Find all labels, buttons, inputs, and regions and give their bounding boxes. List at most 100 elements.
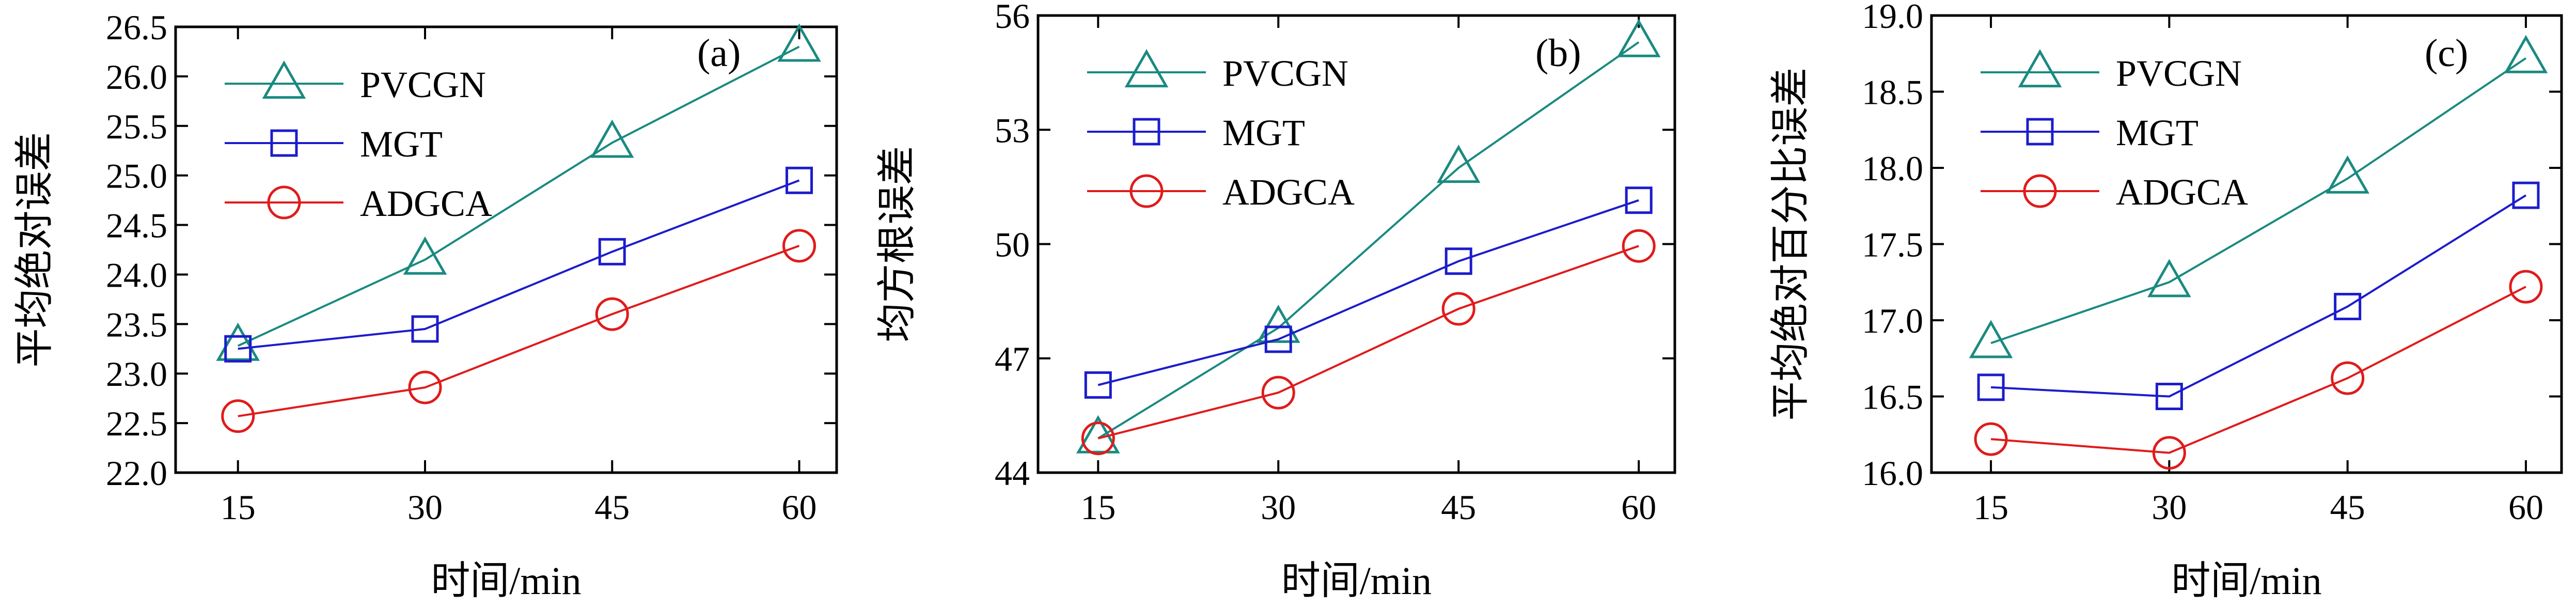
- data-point-mgt: [598, 238, 626, 266]
- y-tick-label: 23.0: [106, 354, 167, 394]
- legend-item-pvcgn: PVCGN: [1087, 49, 1348, 94]
- series-line-adgca: [238, 244, 800, 417]
- series-pvcgn: [216, 23, 821, 361]
- data-point-mgt: [2512, 181, 2540, 209]
- data-point-pvcgn: [1436, 145, 1481, 183]
- legend-label: MGT: [360, 123, 443, 165]
- y-tick-label: 16.5: [1862, 378, 1923, 417]
- legend-marker: [2023, 174, 2057, 208]
- x-tick-label: 60: [1621, 488, 1656, 527]
- legend-label: ADGCA: [360, 183, 492, 224]
- series-pvcgn: [1076, 19, 1661, 454]
- legend-marker: [1124, 49, 1169, 88]
- series-pvcgn: [1969, 35, 2548, 358]
- legend-label: MGT: [1222, 112, 1305, 153]
- series-line-pvcgn: [1990, 57, 2527, 345]
- legend-item-mgt: MGT: [225, 123, 443, 165]
- legend-label: PVCGN: [1222, 53, 1348, 94]
- x-tick-label: 45: [1441, 488, 1476, 527]
- x-axis-title: 时间/min: [2171, 559, 2321, 603]
- y-tick-label: 26.5: [106, 8, 167, 47]
- series-line-pvcgn: [1097, 41, 1640, 440]
- legend-label: PVCGN: [360, 64, 486, 105]
- x-axis-title: 时间/min: [431, 559, 581, 603]
- y-tick-label: 18.0: [1862, 149, 1923, 188]
- legend-marker: [270, 129, 298, 157]
- y-tick-label: 18.5: [1862, 73, 1923, 112]
- data-point-adgca: [1081, 421, 1115, 456]
- legend-label: ADGCA: [1222, 171, 1355, 213]
- series-mgt: [1977, 181, 2540, 410]
- data-point-adgca: [408, 370, 442, 404]
- y-tick-label: 24.0: [106, 255, 167, 294]
- legend-item-adgca: ADGCA: [1981, 171, 2248, 213]
- data-point-pvcgn: [1969, 320, 2013, 358]
- legend-item-mgt: MGT: [1981, 112, 2198, 153]
- data-point-mgt: [411, 315, 439, 343]
- data-point-adgca: [1261, 376, 1295, 410]
- x-tick-label: 60: [2508, 488, 2543, 527]
- y-tick-label: 16.0: [1862, 454, 1923, 493]
- series-mgt: [224, 166, 813, 363]
- series-adgca: [221, 229, 816, 433]
- series-line-mgt: [238, 179, 800, 350]
- y-tick-label: 22.0: [106, 454, 167, 493]
- y-tick-label: 26.0: [106, 57, 167, 97]
- x-tick-label: 45: [2330, 488, 2365, 527]
- legend-item-mgt: MGT: [1087, 112, 1305, 153]
- y-tick-label: 23.5: [106, 305, 167, 344]
- data-point-mgt: [224, 335, 252, 363]
- series-line-adgca: [1990, 286, 2526, 454]
- series-adgca: [1974, 270, 2543, 470]
- data-point-mgt: [1625, 186, 1653, 214]
- legend-label: ADGCA: [2116, 171, 2248, 213]
- data-point-pvcgn: [403, 236, 447, 275]
- y-tick-label: 44: [995, 454, 1030, 493]
- data-point-mgt: [1084, 371, 1112, 399]
- y-tick-label: 17.0: [1862, 301, 1923, 340]
- legend-marker: [1129, 174, 1164, 208]
- series-line-adgca: [1097, 245, 1639, 440]
- data-point-pvcgn: [777, 23, 821, 62]
- x-axis-title: 时间/min: [1281, 559, 1432, 603]
- data-point-mgt: [786, 166, 813, 194]
- data-point-pvcgn: [2504, 35, 2548, 73]
- y-axis-title: 平均绝对误差: [13, 132, 56, 368]
- plot-frame: [1930, 14, 2563, 474]
- data-point-adgca: [2152, 436, 2186, 470]
- y-tick-label: 25.0: [106, 157, 167, 196]
- data-point-mgt: [1444, 247, 1472, 275]
- legend-marker: [2018, 49, 2062, 88]
- series-adgca: [1081, 229, 1656, 456]
- y-tick-label: 50: [995, 225, 1030, 264]
- panel-label: (b): [1535, 32, 1581, 75]
- x-tick-label: 30: [407, 488, 443, 527]
- data-point-adgca: [2509, 270, 2543, 304]
- legend-marker: [1133, 118, 1160, 146]
- data-point-pvcgn: [1616, 19, 1661, 57]
- series-line-pvcgn: [237, 45, 800, 347]
- y-tick-label: 53: [995, 111, 1030, 150]
- data-point-mgt: [1264, 325, 1292, 353]
- chart-panel-c: 16.0 16.5 17.0 17.5 18.0 18.5 19.0 15 30 45 60 时间/m…: [1769, 0, 2563, 603]
- y-tick-label: 25.5: [106, 107, 167, 146]
- x-tick-label: 45: [594, 488, 630, 527]
- data-point-adgca: [595, 297, 629, 331]
- data-point-adgca: [1441, 292, 1475, 326]
- plot-frame: [174, 25, 838, 474]
- data-point-pvcgn: [590, 119, 634, 158]
- legend-marker: [2026, 118, 2054, 146]
- panel-label: (c): [2425, 32, 2468, 75]
- data-point-adgca: [782, 229, 816, 263]
- legend-marker: [262, 60, 306, 99]
- data-point-mgt: [2334, 292, 2362, 320]
- data-point-pvcgn: [216, 322, 260, 361]
- data-point-adgca: [2331, 361, 2365, 395]
- data-point-mgt: [2155, 383, 2183, 410]
- y-axis-title: 平均绝对百分比误差: [1769, 68, 1812, 421]
- data-point-mgt: [1977, 373, 2005, 401]
- y-tick-label: 47: [995, 339, 1030, 379]
- series-line-mgt: [1097, 199, 1639, 386]
- legend-label: PVCGN: [2116, 53, 2242, 94]
